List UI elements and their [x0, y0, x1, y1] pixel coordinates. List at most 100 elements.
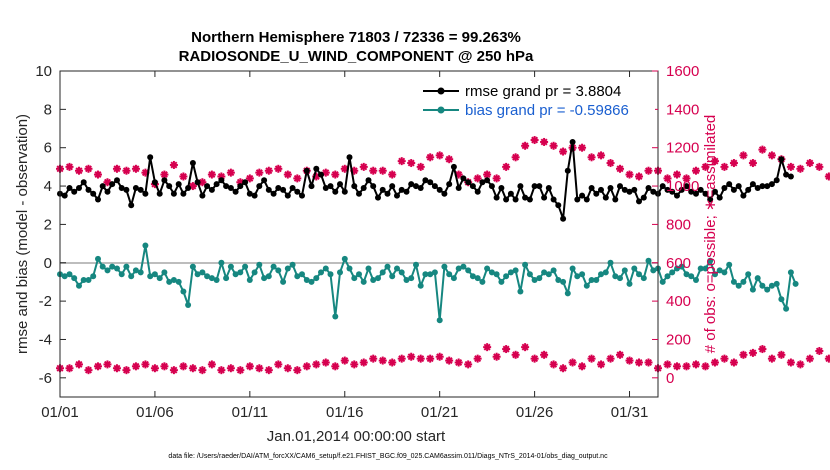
rmse-point — [707, 196, 714, 203]
bias-point — [707, 257, 714, 264]
bias-point — [693, 277, 699, 283]
obs-count-point — [141, 360, 150, 369]
x-tick-label: 01/01 — [41, 404, 79, 421]
rmse-point — [413, 183, 419, 190]
bias-point — [697, 265, 704, 272]
bias-point — [114, 265, 120, 272]
rmse-point — [664, 186, 671, 193]
rmse-point — [735, 183, 742, 190]
rmse-point — [208, 186, 215, 193]
y-left-tick-label: -6 — [39, 370, 52, 387]
obs-count-point — [625, 356, 634, 365]
obs-count-point — [767, 151, 776, 160]
obs-count-point — [559, 147, 568, 156]
rmse-point — [322, 185, 329, 191]
legend-marker-rmse — [437, 87, 445, 95]
bias-point — [484, 265, 491, 272]
bias-point — [564, 290, 571, 297]
bias-point — [436, 317, 443, 324]
obs-count-point — [359, 358, 368, 367]
rmse-point — [474, 188, 481, 195]
obs-count-point — [454, 358, 463, 367]
bias-point — [408, 275, 415, 282]
obs-count-point — [274, 164, 283, 173]
rmse-point — [175, 181, 182, 188]
bias-point — [450, 275, 457, 282]
obs-count-point — [407, 159, 416, 168]
bias-point — [659, 278, 666, 285]
bias-point — [403, 277, 410, 283]
rmse-point — [147, 154, 154, 161]
rmse-point — [564, 167, 571, 174]
plot-area — [60, 71, 658, 397]
obs-count-point — [226, 168, 235, 177]
bias-point — [517, 288, 524, 295]
x-tick-label: 01/21 — [421, 404, 459, 421]
obs-count-point — [710, 358, 719, 367]
bias-point — [123, 263, 130, 270]
bias-point — [341, 255, 348, 262]
obs-count-point — [483, 343, 492, 352]
bias-point — [455, 265, 462, 272]
bias-point — [716, 267, 723, 274]
bias-point — [678, 263, 685, 270]
obs-count-point — [293, 174, 302, 183]
rmse-point — [678, 186, 685, 193]
rmse-point — [431, 183, 438, 190]
rmse-point — [754, 185, 761, 191]
rmse-point — [602, 194, 609, 201]
bias-point — [204, 273, 211, 280]
bias-point — [602, 269, 609, 276]
bias-point — [503, 273, 510, 280]
obs-count-point — [597, 151, 606, 160]
bias-point — [332, 313, 339, 320]
obs-count-point — [786, 162, 795, 171]
legend-label-rmse: rmse grand pr = 3.8804 — [465, 83, 621, 100]
obs-count-point — [93, 362, 102, 371]
rmse-point — [465, 179, 472, 186]
y-left-tick-label: 0 — [44, 255, 52, 272]
rmse-point — [621, 186, 628, 193]
rmse-point — [232, 188, 239, 195]
bias-point — [735, 282, 742, 289]
rmse-point — [408, 181, 415, 188]
tick-layer: 01/01 01/06 01/11 01/16 01/21 01/26 01/31 10 8 6 4… — [35, 63, 699, 421]
bias-point — [270, 263, 277, 270]
obs-count-point — [198, 366, 207, 375]
rmse-point — [294, 188, 301, 195]
rmse-point — [773, 177, 780, 184]
obs-count-point — [748, 348, 757, 357]
rmse-point — [327, 183, 334, 190]
obs-count-point — [616, 164, 625, 173]
x-axis-label: Jan.01,2014 00:00:00 start — [267, 428, 446, 445]
obs-count-point — [179, 172, 188, 181]
obs-count-point — [587, 153, 596, 162]
bias-point — [132, 267, 139, 274]
obs-count-point — [74, 166, 83, 175]
bias-point — [664, 273, 671, 280]
rmse-point — [403, 188, 410, 195]
obs-count-point — [729, 358, 738, 367]
bias-point — [579, 271, 586, 278]
rmse-point — [550, 196, 557, 203]
y-left-tick-label: 2 — [44, 216, 52, 233]
obs-count-point — [236, 366, 245, 375]
bias-point — [322, 265, 329, 272]
bias-point — [351, 275, 358, 282]
obs-count-point — [464, 360, 473, 369]
obs-count-point — [416, 354, 425, 363]
bias-point — [180, 288, 187, 295]
obs-count-point — [160, 362, 169, 371]
obs-count-point — [587, 354, 596, 363]
obs-count-point — [388, 170, 397, 179]
bias-point — [85, 277, 92, 283]
rmse-point — [156, 190, 163, 197]
rmse-point — [778, 156, 785, 163]
obs-count-point — [416, 162, 425, 171]
bias-point — [76, 282, 82, 289]
rmse-point — [588, 185, 595, 191]
bias-point — [569, 265, 576, 272]
obs-count-point — [445, 356, 454, 365]
rmse-point — [417, 185, 424, 191]
